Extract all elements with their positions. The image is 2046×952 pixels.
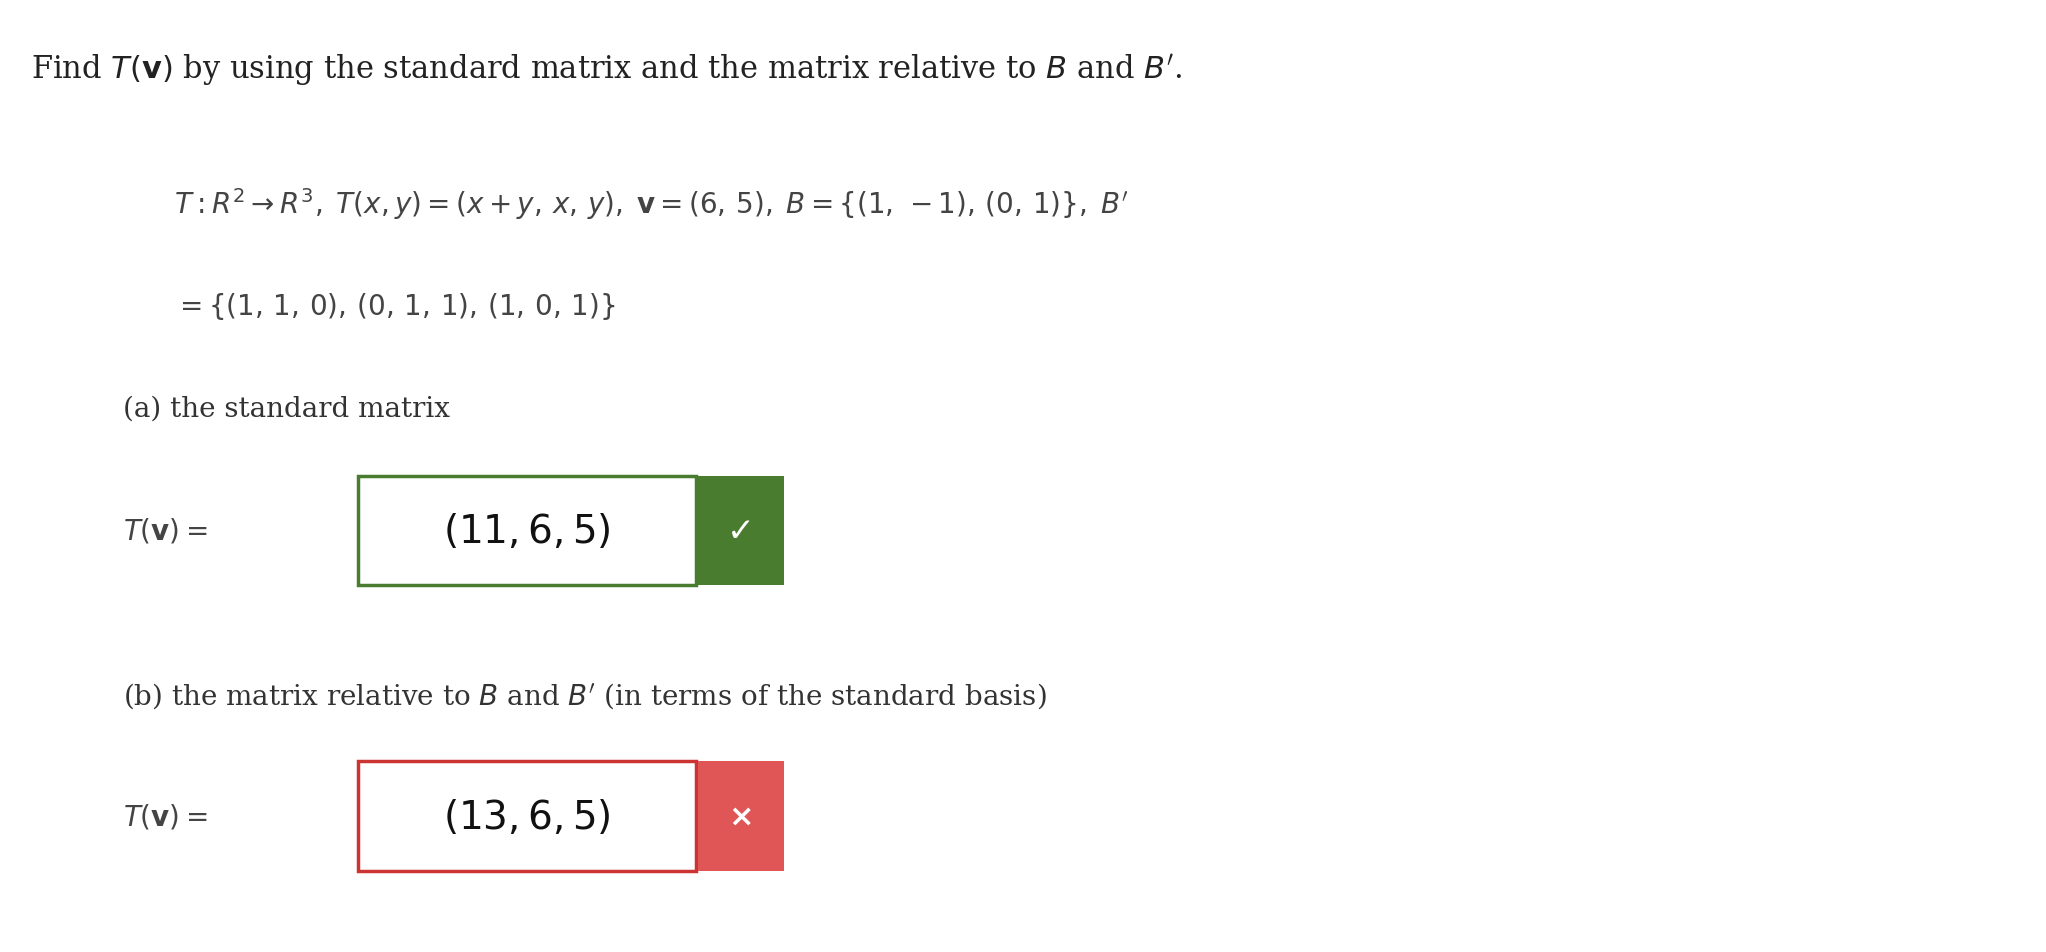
Text: $T: R^2 \rightarrow R^3,\; T(x, y) = (x+y,\, x,\, y),\; \mathbf{v} = (6,\,5),\; : $T: R^2 \rightarrow R^3,\; T(x, y) = (x+…: [174, 186, 1127, 222]
Text: (b) the matrix relative to $B$ and $B'$ (in terms of the standard basis): (b) the matrix relative to $B$ and $B'$ …: [123, 681, 1046, 711]
Text: Find $T(\mathbf{v})$ by using the standard matrix and the matrix relative to $B$: Find $T(\mathbf{v})$ by using the standa…: [31, 52, 1183, 89]
Text: $(13,6,5)$: $(13,6,5)$: [442, 797, 612, 836]
Text: $(11,6,5)$: $(11,6,5)$: [442, 511, 612, 550]
Text: $= \{(1,\,1,\,0),\,(0,\,1,\,1),\,(1,\,0,\,1)\}$: $= \{(1,\,1,\,0),\,(0,\,1,\,1),\,(1,\,0,…: [174, 290, 616, 322]
FancyBboxPatch shape: [698, 762, 784, 871]
FancyBboxPatch shape: [358, 762, 696, 871]
Text: ×: ×: [728, 802, 753, 831]
Text: ✓: ✓: [726, 514, 755, 547]
Text: $T(\mathbf{v}) =$: $T(\mathbf{v}) =$: [123, 802, 207, 831]
FancyBboxPatch shape: [358, 476, 696, 585]
FancyBboxPatch shape: [698, 476, 784, 585]
Text: (a) the standard matrix: (a) the standard matrix: [123, 395, 450, 422]
Text: $T(\mathbf{v}) =$: $T(\mathbf{v}) =$: [123, 516, 207, 545]
